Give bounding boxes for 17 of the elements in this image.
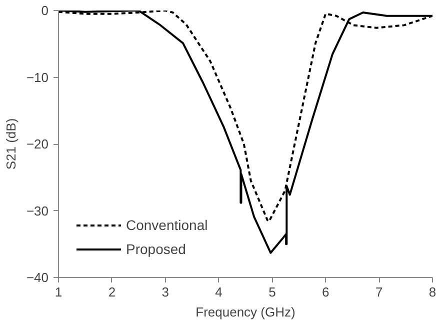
y-tick-label: −20 (26, 136, 49, 152)
legend-label: Proposed (126, 241, 186, 257)
x-tick-label: 8 (428, 284, 436, 300)
x-tick-label: 5 (268, 284, 276, 300)
x-tick-label: 2 (108, 284, 116, 300)
x-tick-label: 3 (162, 284, 169, 300)
x-tick-label: 4 (215, 284, 222, 300)
x-axis-title: Frequency (GHz) (196, 304, 296, 320)
y-tick-label: 0 (41, 3, 49, 18)
y-axis-title: S21 (dB) (3, 118, 18, 170)
y-tick-label: −10 (26, 70, 49, 85)
y-tick-label: −30 (26, 203, 49, 218)
x-tick-label: 1 (54, 284, 62, 300)
legend-label: Conventional (126, 217, 208, 233)
x-tick-label: 7 (375, 284, 383, 300)
x-tick-label: 6 (322, 284, 330, 300)
y-tick-label: −40 (26, 270, 49, 285)
